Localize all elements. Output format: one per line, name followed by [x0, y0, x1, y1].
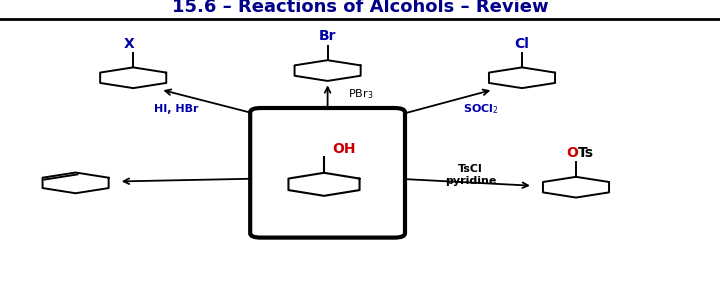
Text: pyridine: pyridine — [445, 176, 496, 186]
Text: OH: OH — [333, 141, 356, 156]
Text: 15.6 – Reactions of Alcohols – Review: 15.6 – Reactions of Alcohols – Review — [171, 0, 549, 16]
Text: O: O — [566, 146, 577, 160]
FancyBboxPatch shape — [251, 108, 405, 238]
Text: Br: Br — [319, 29, 336, 43]
Text: SOCl$_2$: SOCl$_2$ — [463, 103, 499, 116]
Text: X: X — [125, 37, 135, 51]
Text: Cl: Cl — [515, 37, 529, 51]
Text: Ts: Ts — [578, 146, 594, 160]
Text: TsCl: TsCl — [459, 164, 483, 174]
Text: PBr$_3$: PBr$_3$ — [348, 87, 373, 101]
Text: HI, HBr: HI, HBr — [154, 105, 199, 114]
